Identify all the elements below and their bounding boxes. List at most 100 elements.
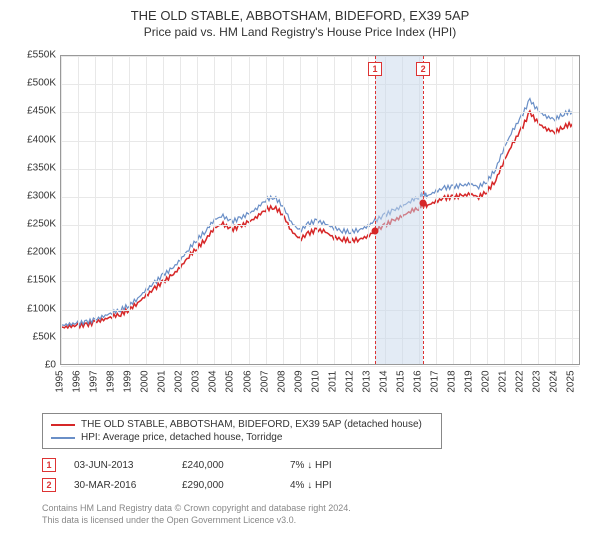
chart-area: £0£50K£100K£150K£200K£250K£300K£350K£400… [10, 45, 590, 405]
gridline-v [504, 56, 505, 364]
x-tick-label: 2013 [361, 367, 372, 397]
x-tick-label: 1996 [72, 367, 83, 397]
chart-container: THE OLD STABLE, ABBOTSHAM, BIDEFORD, EX3… [0, 0, 600, 534]
x-tick-label: 2004 [208, 367, 219, 397]
gridline-v [555, 56, 556, 364]
x-tick-label: 2007 [259, 367, 270, 397]
y-tick-label: £500K [10, 78, 56, 89]
highlight-band [375, 56, 423, 364]
legend-label: THE OLD STABLE, ABBOTSHAM, BIDEFORD, EX3… [81, 419, 422, 430]
gridline-v [61, 56, 62, 364]
gridline-h [61, 169, 579, 170]
gridline-v [129, 56, 130, 364]
y-tick-label: £200K [10, 247, 56, 258]
x-tick-label: 2023 [532, 367, 543, 397]
y-tick-label: £450K [10, 106, 56, 117]
sale-row: 103-JUN-2013£240,0007% ↓ HPI [42, 455, 590, 475]
gridline-h [61, 310, 579, 311]
y-tick-label: £0 [10, 360, 56, 371]
chart-title: THE OLD STABLE, ABBOTSHAM, BIDEFORD, EX3… [10, 8, 590, 23]
gridline-h [61, 197, 579, 198]
gridline-v [180, 56, 181, 364]
gridline-v [95, 56, 96, 364]
y-tick-label: £400K [10, 134, 56, 145]
y-tick-label: £350K [10, 162, 56, 173]
legend-box: THE OLD STABLE, ABBOTSHAM, BIDEFORD, EX3… [42, 413, 442, 449]
gridline-v [146, 56, 147, 364]
gridline-v [317, 56, 318, 364]
gridline-v [538, 56, 539, 364]
x-tick-label: 2014 [378, 367, 389, 397]
x-tick-label: 2022 [515, 367, 526, 397]
x-tick-label: 1995 [55, 367, 66, 397]
gridline-h [61, 84, 579, 85]
sale-marker-1: 1 [368, 62, 382, 76]
x-tick-label: 2006 [242, 367, 253, 397]
gridline-v [521, 56, 522, 364]
y-tick-label: £250K [10, 219, 56, 230]
sale-row: 230-MAR-2016£290,0004% ↓ HPI [42, 475, 590, 495]
gridline-h [61, 141, 579, 142]
x-tick-label: 1998 [106, 367, 117, 397]
x-tick-label: 2019 [464, 367, 475, 397]
sale-vline [423, 56, 424, 364]
sale-point [372, 227, 379, 234]
legend-item: THE OLD STABLE, ABBOTSHAM, BIDEFORD, EX3… [51, 418, 433, 431]
x-tick-label: 2010 [310, 367, 321, 397]
y-tick-label: £100K [10, 303, 56, 314]
gridline-h [61, 225, 579, 226]
x-tick-label: 2011 [327, 367, 338, 397]
gridline-v [351, 56, 352, 364]
x-tick-label: 2018 [447, 367, 458, 397]
x-tick-label: 1997 [89, 367, 100, 397]
gridline-v [163, 56, 164, 364]
gridline-h [61, 56, 579, 57]
gridline-v [453, 56, 454, 364]
x-tick-label: 2005 [225, 367, 236, 397]
sale-date: 03-JUN-2013 [74, 460, 164, 471]
gridline-h [61, 112, 579, 113]
gridline-v [197, 56, 198, 364]
gridline-v [78, 56, 79, 364]
x-tick-label: 2024 [549, 367, 560, 397]
x-tick-label: 2012 [344, 367, 355, 397]
x-tick-label: 2020 [481, 367, 492, 397]
gridline-v [300, 56, 301, 364]
footer-line-2: This data is licensed under the Open Gov… [42, 515, 590, 527]
sale-price: £240,000 [182, 460, 272, 471]
gridline-v [112, 56, 113, 364]
x-tick-label: 2009 [293, 367, 304, 397]
x-tick-label: 2017 [430, 367, 441, 397]
sale-date: 30-MAR-2016 [74, 480, 164, 491]
sales-table: 103-JUN-2013£240,0007% ↓ HPI230-MAR-2016… [42, 455, 590, 495]
gridline-v [470, 56, 471, 364]
gridline-v [231, 56, 232, 364]
plot-area: 12 [60, 55, 580, 365]
sale-delta: 7% ↓ HPI [290, 460, 380, 471]
gridline-v [334, 56, 335, 364]
footer-line-1: Contains HM Land Registry data © Crown c… [42, 503, 590, 515]
gridline-v [436, 56, 437, 364]
legend-swatch [51, 424, 75, 426]
legend-swatch [51, 437, 75, 439]
chart-subtitle: Price paid vs. HM Land Registry's House … [10, 25, 590, 39]
y-tick-label: £50K [10, 331, 56, 342]
sale-row-marker: 2 [42, 478, 56, 492]
x-tick-label: 2025 [566, 367, 577, 397]
legend-item: HPI: Average price, detached house, Torr… [51, 431, 433, 444]
gridline-v [249, 56, 250, 364]
sale-vline [375, 56, 376, 364]
legend-label: HPI: Average price, detached house, Torr… [81, 432, 282, 443]
x-tick-label: 2002 [174, 367, 185, 397]
x-tick-label: 2001 [157, 367, 168, 397]
x-tick-label: 2000 [140, 367, 151, 397]
gridline-v [214, 56, 215, 364]
gridline-v [266, 56, 267, 364]
sale-marker-2: 2 [416, 62, 430, 76]
footer-attribution: Contains HM Land Registry data © Crown c… [42, 503, 590, 526]
line-series-svg [61, 56, 581, 366]
x-tick-label: 1999 [123, 367, 134, 397]
gridline-v [572, 56, 573, 364]
y-tick-label: £150K [10, 275, 56, 286]
x-tick-label: 2016 [413, 367, 424, 397]
